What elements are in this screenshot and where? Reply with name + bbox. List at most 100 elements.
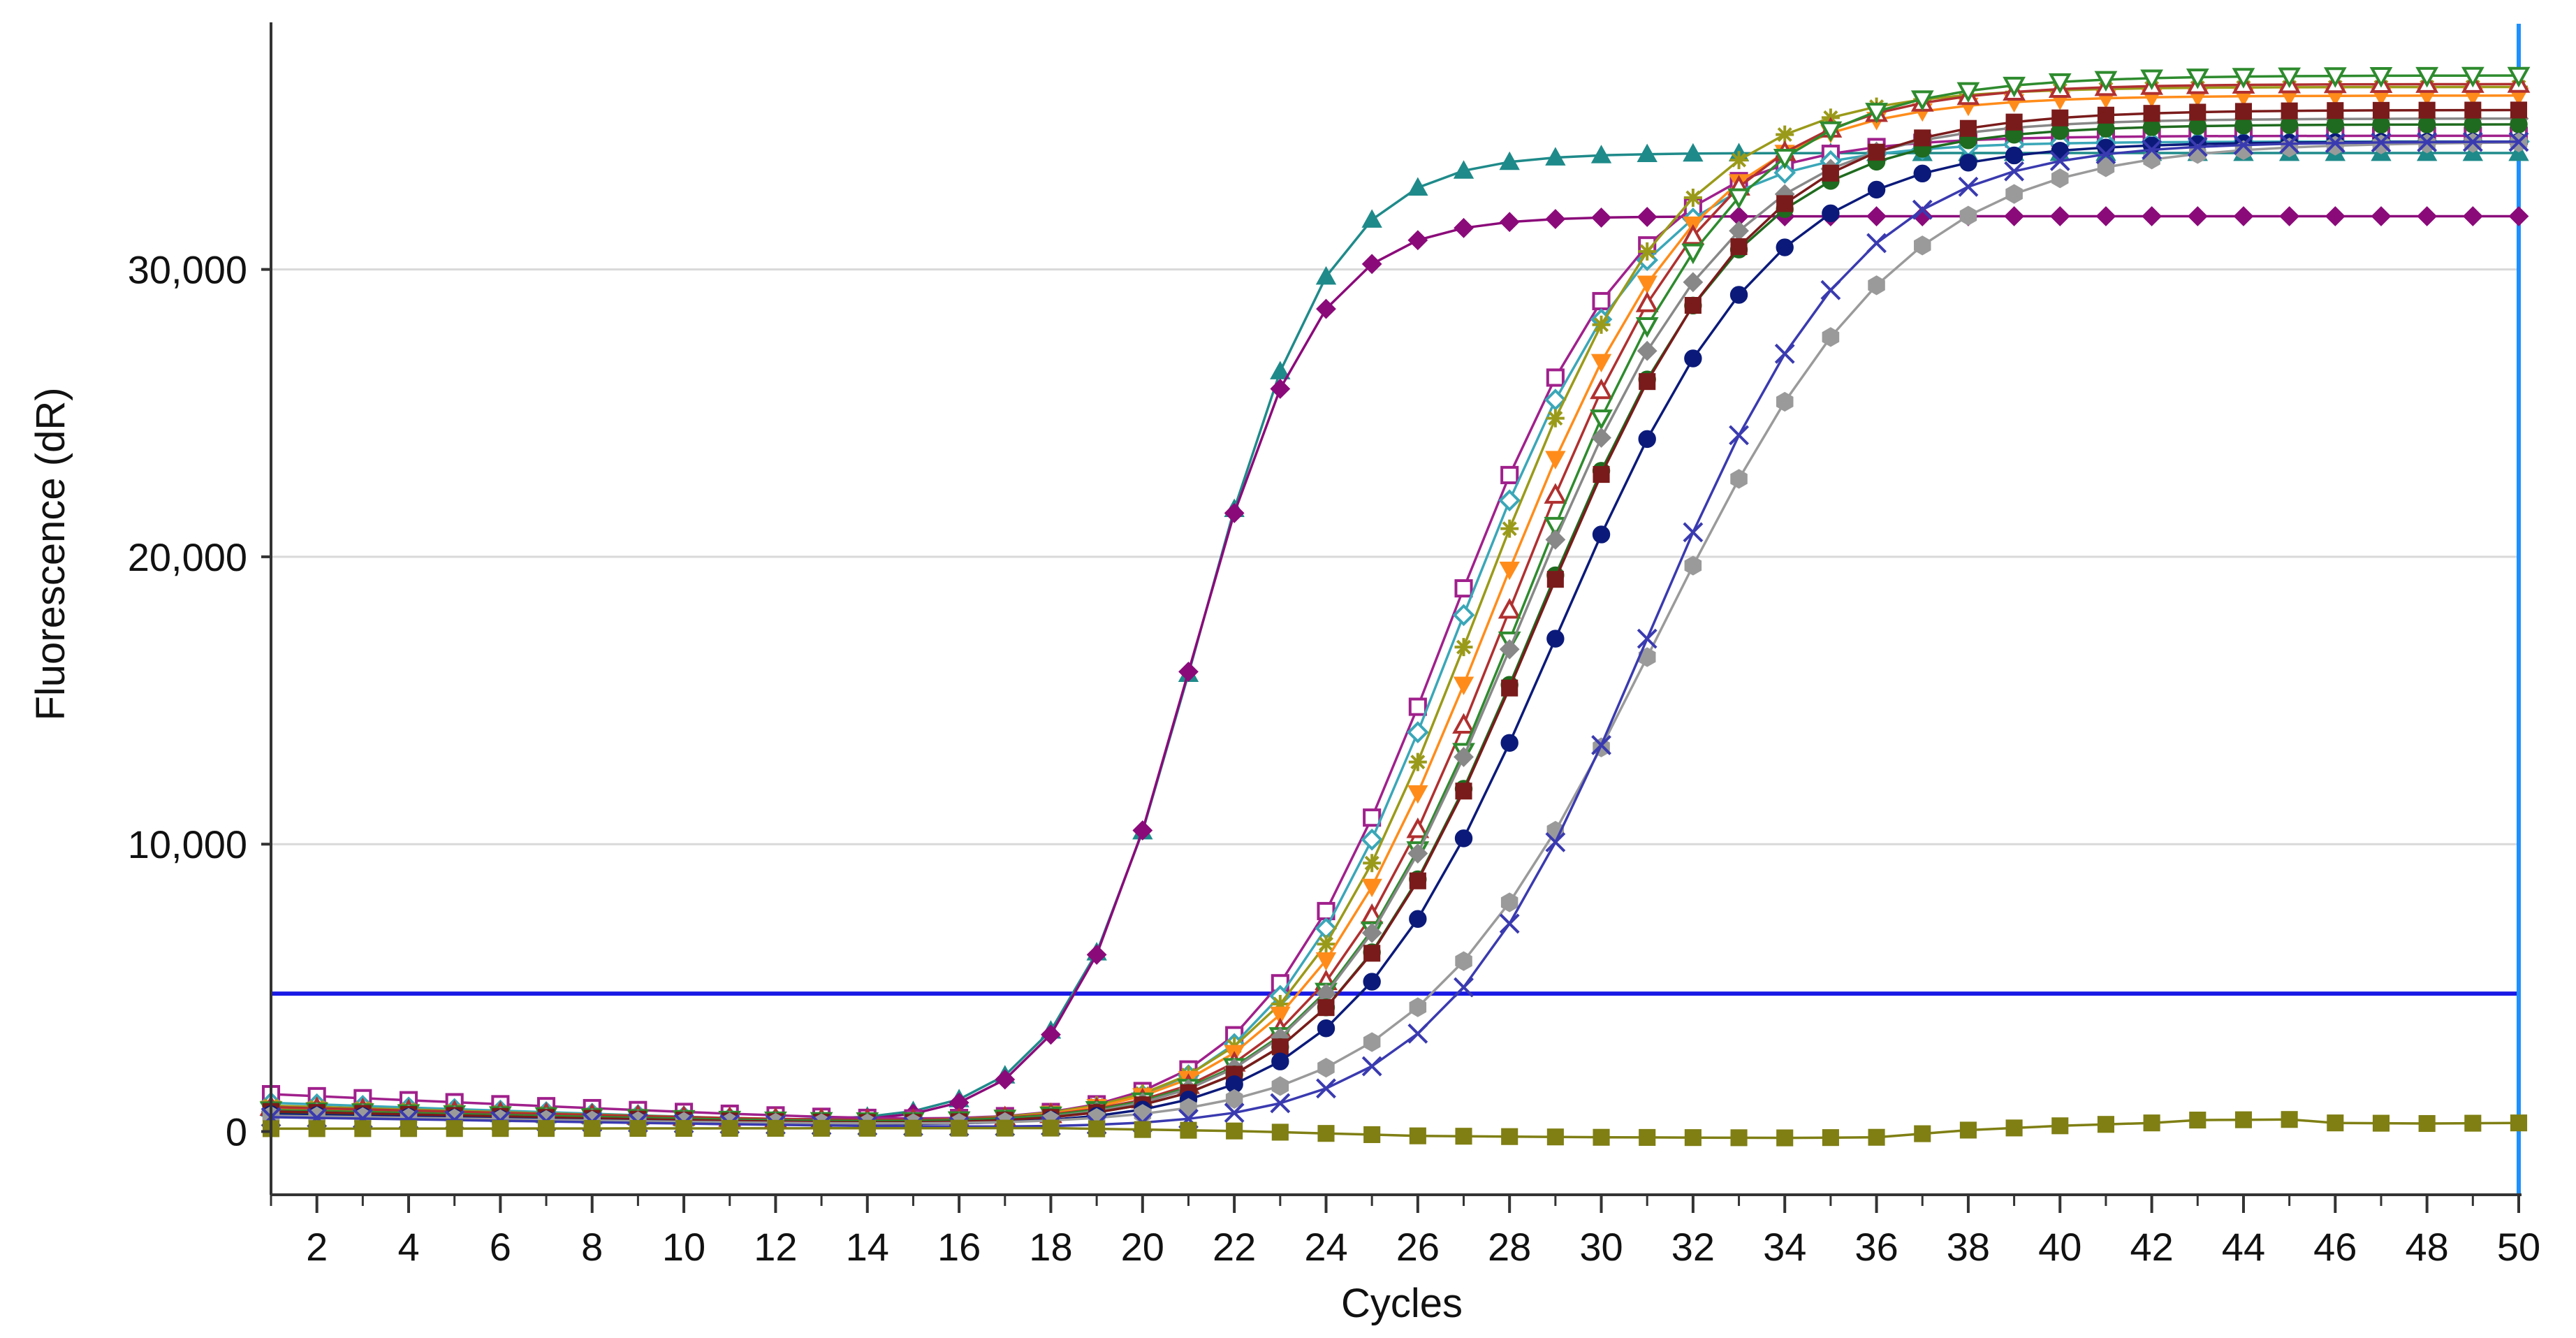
data-point-marker — [2232, 68, 2255, 89]
data-point-marker — [1409, 872, 1426, 889]
data-point-marker — [2508, 206, 2529, 226]
data-point-marker — [1500, 465, 1519, 484]
data-point-marker — [1455, 1128, 1472, 1145]
data-point-marker — [1592, 291, 1611, 311]
data-point-marker — [1820, 279, 1841, 300]
data-point-marker — [1361, 828, 1383, 851]
data-point-marker — [1684, 555, 1702, 576]
data-point-marker — [1867, 180, 1886, 199]
y-tick-label: 20,000 — [128, 535, 247, 579]
data-point-marker — [1822, 327, 1840, 347]
data-point-marker — [2417, 206, 2438, 226]
data-point-marker — [1822, 204, 1840, 223]
data-point-marker — [2003, 76, 2026, 98]
data-point-marker — [2372, 101, 2390, 119]
data-point-marker — [1363, 945, 1381, 962]
data-point-marker — [1913, 164, 1931, 183]
data-point-marker — [905, 1119, 922, 1137]
data-point-marker — [1637, 275, 1657, 294]
data-point-marker — [1224, 502, 1245, 523]
data-point-marker — [1454, 217, 1474, 238]
data-point-marker — [1407, 177, 1428, 196]
x-tick-label: 46 — [2313, 1225, 2357, 1269]
data-point-marker — [2189, 103, 2207, 121]
data-point-marker — [1271, 1124, 1289, 1141]
data-point-marker — [1088, 1120, 1106, 1137]
data-point-marker — [1729, 151, 1748, 170]
data-point-marker — [1868, 275, 1885, 296]
data-point-marker — [1407, 230, 1428, 251]
data-point-marker — [2417, 115, 2436, 133]
data-point-marker — [1363, 1032, 1381, 1052]
data-point-marker — [1546, 368, 1565, 387]
data-point-marker — [1317, 1019, 1335, 1038]
data-point-marker — [1729, 286, 1748, 304]
x-axis-title: Cycles — [1341, 1281, 1463, 1326]
data-point-marker — [1454, 829, 1473, 848]
data-point-marker — [1455, 951, 1472, 971]
data-point-marker — [1455, 783, 1472, 800]
data-point-marker — [1363, 808, 1382, 827]
data-point-marker — [1959, 154, 1977, 172]
data-point-marker — [2186, 68, 2209, 89]
data-point-marker — [308, 1120, 325, 1137]
data-point-marker — [1545, 147, 1566, 166]
data-point-marker — [1134, 1121, 1151, 1138]
data-point-marker — [2372, 115, 2390, 134]
x-tick-label: 30 — [1579, 1225, 1623, 1269]
data-point-marker — [1590, 409, 1613, 430]
data-point-marker — [1271, 1038, 1289, 1056]
data-point-marker — [1591, 735, 1611, 755]
data-point-marker — [1866, 206, 1887, 226]
data-point-marker — [1730, 469, 1748, 489]
data-point-marker — [1225, 1089, 1243, 1110]
data-point-marker — [1681, 243, 1705, 265]
data-point-marker — [2048, 73, 2072, 94]
data-point-marker — [1866, 233, 1887, 254]
data-point-marker — [1776, 195, 1794, 212]
data-point-marker — [1819, 121, 1843, 143]
data-point-marker — [1407, 843, 1428, 864]
data-point-marker — [1684, 349, 1702, 368]
data-point-marker — [1361, 878, 1382, 898]
data-point-marker — [1409, 997, 1427, 1017]
data-point-marker — [2234, 1111, 2253, 1128]
data-point-marker — [2507, 66, 2531, 88]
data-point-marker — [1270, 379, 1291, 399]
data-point-marker — [2234, 103, 2253, 120]
data-point-marker — [1408, 697, 1427, 716]
data-point-marker — [1637, 340, 1657, 361]
data-point-marker — [1546, 630, 1565, 648]
data-point-marker — [1270, 361, 1291, 379]
data-point-marker — [996, 1119, 1013, 1137]
data-point-marker — [2004, 161, 2025, 182]
data-point-marker — [2049, 151, 2070, 171]
data-point-marker — [675, 1119, 693, 1137]
data-point-marker — [1776, 391, 1794, 412]
data-point-marker — [1408, 752, 1427, 771]
x-tick-label: 36 — [1854, 1225, 1898, 1269]
data-point-marker — [2510, 1114, 2528, 1132]
data-point-marker — [2279, 206, 2300, 226]
data-point-marker — [1545, 451, 1566, 470]
data-point-marker — [1638, 242, 1657, 261]
data-point-marker — [1361, 1056, 1382, 1077]
data-point-marker — [1500, 519, 1519, 538]
data-point-marker — [1681, 224, 1705, 245]
data-point-marker — [2143, 150, 2160, 170]
data-point-marker — [2462, 131, 2483, 152]
data-point-marker — [2510, 101, 2528, 119]
data-point-marker — [2004, 206, 2025, 226]
data-point-marker — [2464, 101, 2482, 119]
data-point-marker — [1546, 1128, 1564, 1146]
data-point-marker — [1545, 529, 1566, 550]
x-tick-label: 10 — [662, 1225, 705, 1269]
data-point-marker — [1637, 207, 1657, 227]
y-tick-label: 0 — [226, 1110, 247, 1154]
data-point-marker — [1132, 820, 1153, 841]
data-point-marker — [1959, 119, 1977, 137]
data-point-marker — [1134, 1104, 1152, 1124]
data-point-marker — [1452, 713, 1475, 734]
data-point-marker — [354, 1120, 372, 1137]
